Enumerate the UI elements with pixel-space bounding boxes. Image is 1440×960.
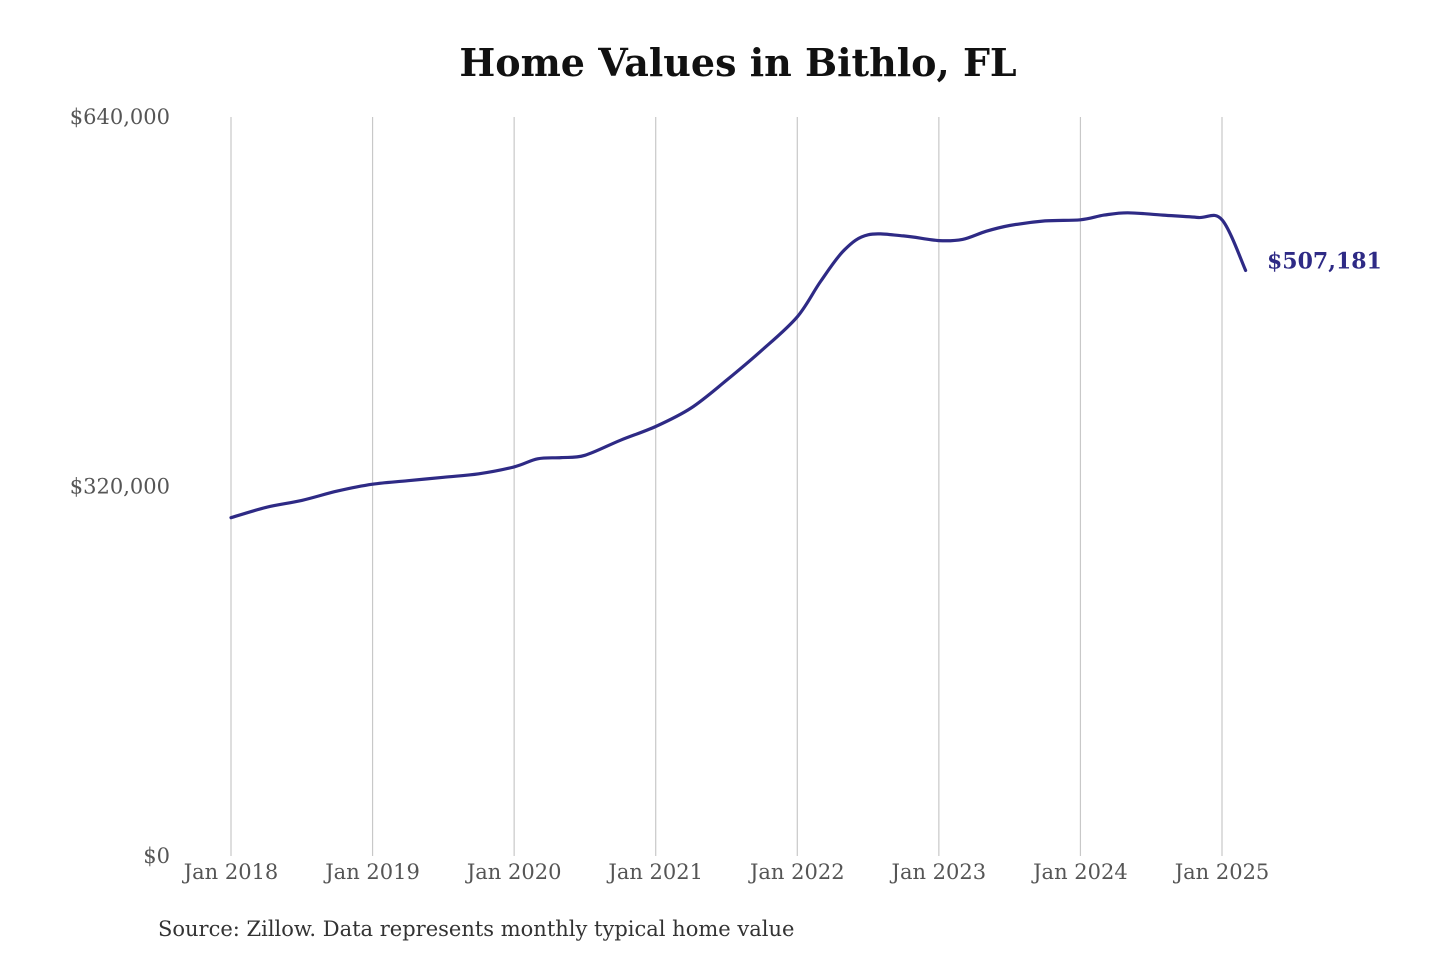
series-line-0	[229, 211, 1248, 520]
y-tick-label: $640,000	[70, 105, 170, 129]
y-tick-label: $320,000	[70, 475, 170, 499]
x-tick-label: Jan 2025	[1173, 860, 1270, 884]
x-tick-label: Jan 2020	[465, 860, 562, 884]
x-tick-label: Jan 2023	[890, 860, 987, 884]
grid-lines	[230, 117, 1223, 856]
x-tick-label: Jan 2024	[1031, 860, 1128, 884]
end-label-layer: $507,181	[1267, 248, 1382, 274]
x-axis-ticks: Jan 2018 Jan 2019 Jan 2020 Jan 2021 Jan 2022…	[182, 860, 1270, 884]
y-tick-label: $0	[143, 844, 170, 868]
x-tick-label: Jan 2021	[606, 860, 703, 884]
x-tick-label: Jan 2019	[323, 860, 420, 884]
y-axis-ticks: $640,000 $320,000 $0	[70, 105, 170, 868]
x-tick-label: Jan 2022	[748, 860, 845, 884]
source-note: Source: Zillow. Data represents monthly …	[158, 917, 795, 941]
chart-title: Home Values in Bithlo, FL	[459, 40, 1017, 85]
end-value-label: $507,181	[1267, 248, 1382, 274]
x-tick-label: Jan 2018	[182, 860, 279, 884]
series-layer	[229, 211, 1248, 520]
